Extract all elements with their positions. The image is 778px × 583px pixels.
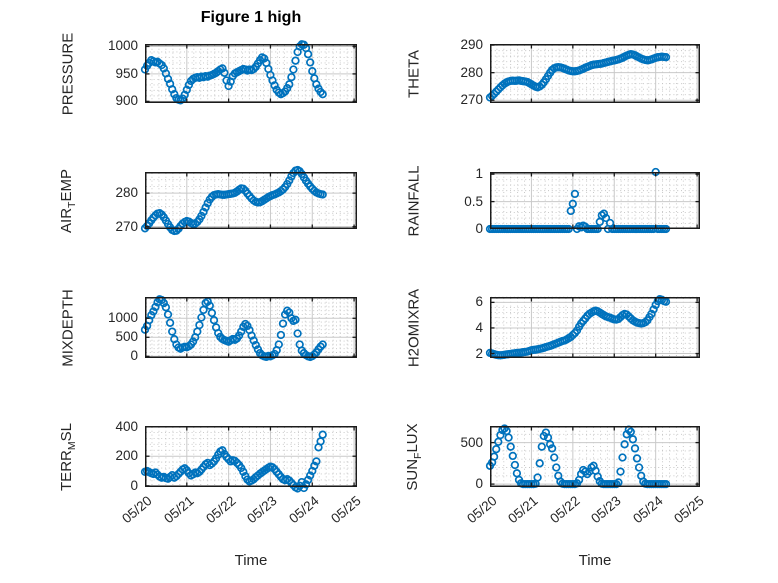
y-axis-label-rainfall: RAINFALL xyxy=(405,165,423,236)
y-tick-label: 290 xyxy=(460,37,483,53)
scatter-series xyxy=(140,295,327,362)
scatter-series xyxy=(485,295,671,360)
y-tick-label: 1000 xyxy=(107,38,138,54)
y-tick-label: 400 xyxy=(115,418,138,434)
y-tick-label: 280 xyxy=(115,185,138,201)
x-axis-label-right: Time xyxy=(578,552,612,569)
scatter-series xyxy=(485,50,671,102)
y-tick-label: 1000 xyxy=(107,310,138,326)
y-tick-label: 270 xyxy=(115,218,138,234)
scatter-series xyxy=(140,165,327,236)
plot-area-sun_flux xyxy=(485,424,700,489)
y-tick-label: 900 xyxy=(115,93,138,109)
scatter-series xyxy=(140,40,327,105)
y-axis-label-mixdepth: MIXDEPTH xyxy=(59,288,77,367)
plot-area-theta xyxy=(485,44,700,103)
plot-area-terr_msl xyxy=(140,426,357,493)
axes-box xyxy=(490,44,700,103)
y-tick-label: 0.5 xyxy=(464,193,483,209)
axes-box xyxy=(145,297,357,358)
scatter-series xyxy=(485,424,671,489)
y-tick-label: 0 xyxy=(475,221,483,236)
x-axis-label-left: Time xyxy=(234,552,268,569)
plot-area-rainfall xyxy=(485,167,700,234)
x-tick-label: 05/25 xyxy=(671,493,707,527)
figure-title: Figure 1 high xyxy=(200,9,302,26)
axes-box xyxy=(490,426,700,487)
x-tick-label: 05/21 xyxy=(160,493,197,527)
y-tick-label: 2 xyxy=(475,345,483,361)
grid xyxy=(491,296,699,357)
y-axis-label-pressure: PRESSURE xyxy=(59,32,77,115)
y-tick-label: 950 xyxy=(115,65,138,81)
plot-area-h2omixra xyxy=(485,295,700,360)
y-axis-label-h2omixra: H2OMIXRA xyxy=(405,288,423,367)
plot-area-air_temp xyxy=(140,165,357,236)
y-tick-label: 0 xyxy=(475,476,483,492)
y-tick-label: 4 xyxy=(475,319,483,335)
axes-box xyxy=(145,172,357,229)
y-tick-label: 500 xyxy=(460,434,483,450)
grid xyxy=(491,173,699,228)
plot-area-pressure xyxy=(140,40,357,105)
x-tick-label: 05/25 xyxy=(328,493,364,527)
axes-box xyxy=(490,172,700,229)
y-tick-label: 6 xyxy=(475,294,483,310)
axes-box xyxy=(490,297,700,358)
y-tick-label: 0 xyxy=(130,348,138,364)
axes-box xyxy=(145,426,357,487)
y-tick-label: 500 xyxy=(115,329,138,345)
plot-area-mixdepth xyxy=(140,295,357,362)
axes-box xyxy=(145,44,357,103)
y-tick-label: 0 xyxy=(130,477,138,493)
grid xyxy=(146,298,356,357)
y-axis-label-theta: THETA xyxy=(405,49,423,98)
y-tick-label: 270 xyxy=(460,92,483,108)
x-tick-label: 05/20 xyxy=(119,493,155,527)
y-tick-label: 280 xyxy=(460,64,483,80)
y-axis-label-air_temp: AIRTEMP xyxy=(58,168,78,233)
y-tick-label: 1 xyxy=(475,166,483,182)
y-tick-label: 200 xyxy=(115,448,138,464)
y-axis-label-sun_flux: SUNFLUX xyxy=(404,422,424,491)
y-axis-label-terr_msl: TERRMSL xyxy=(58,422,78,491)
